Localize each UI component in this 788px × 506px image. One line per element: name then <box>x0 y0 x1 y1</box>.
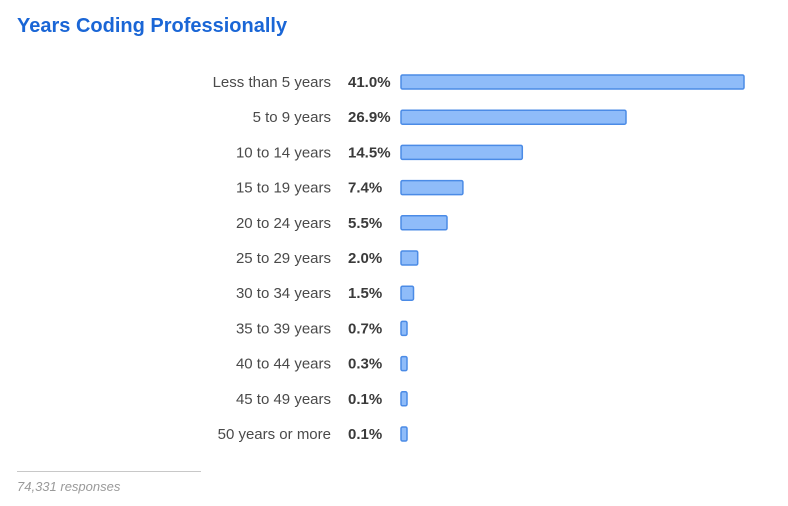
category-label: 15 to 19 years <box>236 180 331 197</box>
bar <box>400 250 419 266</box>
bar-chart: Less than 5 years 41.0% 5 to 9 years 26.9% 1… <box>213 74 745 443</box>
responses-count: 74,331 responses <box>17 479 121 494</box>
category-label: 30 to 34 years <box>236 285 331 302</box>
value-label: 5.5% <box>348 215 382 232</box>
value-label: 0.7% <box>348 320 382 337</box>
bar <box>400 285 415 301</box>
bar <box>400 355 408 372</box>
category-label: 40 to 44 years <box>236 356 331 373</box>
bar <box>400 74 745 90</box>
bar <box>400 391 408 407</box>
category-label: 20 to 24 years <box>236 215 331 232</box>
bar <box>400 215 448 231</box>
value-label: 0.1% <box>348 391 382 408</box>
category-label: 25 to 29 years <box>236 250 331 267</box>
category-label: 35 to 39 years <box>236 320 331 337</box>
value-label: 1.5% <box>348 285 382 302</box>
value-label: 0.3% <box>348 356 382 373</box>
bar <box>400 109 627 125</box>
category-label: 50 years or more <box>218 426 331 443</box>
category-label: Less than 5 years <box>213 74 331 91</box>
category-label: 45 to 49 years <box>236 391 331 408</box>
category-label: 5 to 9 years <box>253 109 331 126</box>
value-label: 26.9% <box>348 109 391 126</box>
value-label: 14.5% <box>348 144 391 161</box>
value-label: 0.1% <box>348 426 382 443</box>
bar <box>400 320 408 337</box>
chart-title: Years Coding Professionally <box>17 15 288 37</box>
bar <box>400 179 464 196</box>
value-label: 41.0% <box>348 74 391 91</box>
value-label: 7.4% <box>348 180 382 197</box>
bar <box>400 426 408 442</box>
bar <box>400 144 524 161</box>
category-label: 10 to 14 years <box>236 144 331 161</box>
footer-divider <box>17 471 201 472</box>
value-label: 2.0% <box>348 250 382 267</box>
